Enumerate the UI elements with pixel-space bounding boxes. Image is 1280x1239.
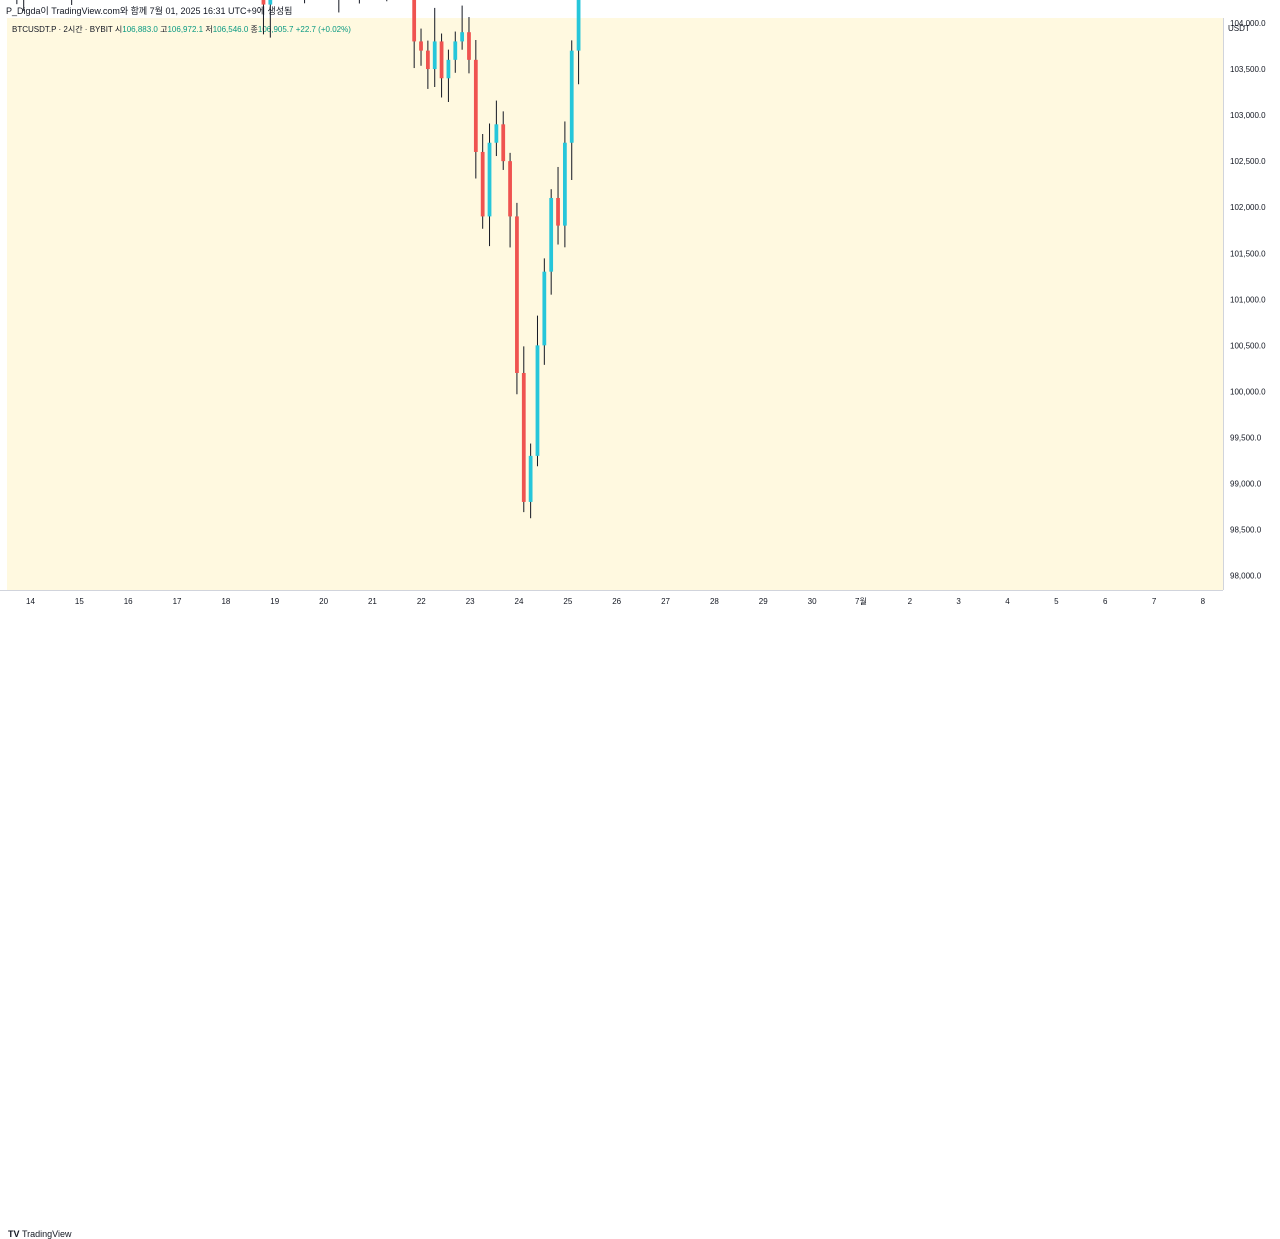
close-value: 106,905.7 xyxy=(257,25,294,34)
low-label: 저 xyxy=(205,25,213,34)
chart-pane[interactable] xyxy=(7,18,1223,590)
price-axis[interactable] xyxy=(1223,18,1280,590)
time-axis[interactable] xyxy=(0,590,1223,613)
low-value: 106,546.0 xyxy=(212,25,249,34)
export-caption-bar: P_Digda이 TradingView.com와 함께 7월 01, 2025… xyxy=(0,0,1280,18)
tradingview-logo-icon: TV xyxy=(8,1229,20,1239)
open-value: 106,883.0 xyxy=(122,25,158,34)
open-label: 시 xyxy=(114,25,123,34)
export-caption: P_Digda이 TradingView.com와 함께 7월 01, 2025… xyxy=(6,6,293,16)
symbol-name[interactable]: BTCUSDT.P · 2시간 · BYBIT xyxy=(12,25,113,34)
change-value: +22.7 (+0.02%) xyxy=(295,25,351,34)
high-label: 고 xyxy=(160,25,168,34)
high-value: 106,972.1 xyxy=(167,25,204,34)
footer: TV TradingView xyxy=(0,612,1280,1239)
currency-label[interactable]: USDT xyxy=(1228,24,1250,33)
symbol-info-line: BTCUSDT.P · 2시간 · BYBIT 시106,883.0 고106,… xyxy=(12,24,351,35)
close-label: 종 xyxy=(250,25,258,34)
tradingview-brand: TradingView xyxy=(22,1229,72,1239)
